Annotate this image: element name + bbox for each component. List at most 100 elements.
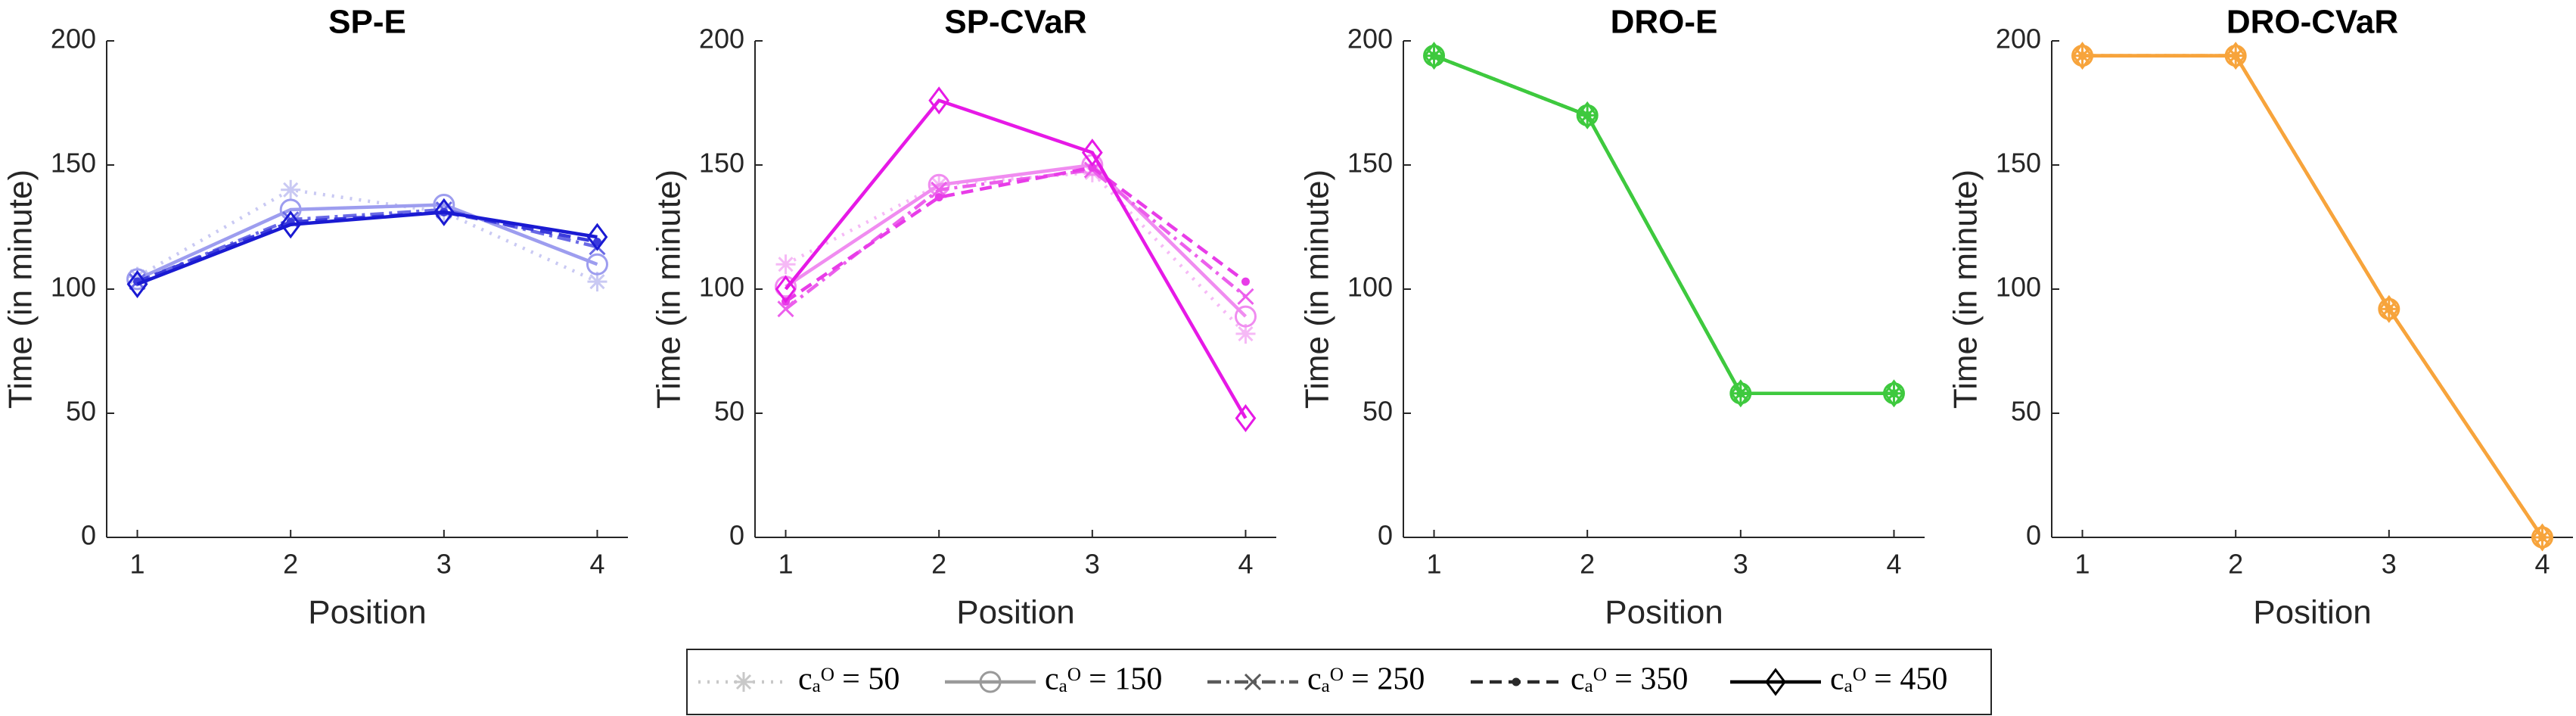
marker — [1081, 139, 1103, 167]
marker — [1082, 162, 1102, 182]
y-tick-label: 200 — [699, 23, 744, 54]
y-tick-label: 150 — [699, 148, 744, 179]
marker — [126, 269, 148, 298]
y-tick-label: 150 — [1347, 148, 1393, 179]
marker — [1235, 324, 1256, 344]
legend-marker — [1244, 673, 1262, 691]
series-line — [1433, 54, 1894, 396]
marker — [586, 253, 608, 276]
marker — [592, 238, 601, 247]
series-line — [136, 210, 598, 284]
marker — [587, 272, 607, 292]
x-tick-label: 2 — [1580, 549, 1595, 580]
chart-title: SP-CVaR — [944, 4, 1086, 41]
series-line — [1433, 54, 1894, 396]
legend-label: cₐᴼ = 50 — [798, 662, 900, 697]
y-axis-label: Time (in minute) — [1299, 170, 1336, 409]
series-line — [136, 207, 598, 284]
marker — [777, 300, 794, 318]
x-axis-label: Position — [1605, 594, 1723, 631]
marker — [281, 179, 301, 200]
y-tick-label: 0 — [729, 520, 744, 551]
series-line — [136, 203, 598, 281]
x-tick-label: 3 — [1733, 549, 1748, 580]
y-tick-label: 100 — [51, 272, 96, 303]
y-tick-label: 0 — [2026, 520, 2041, 551]
series-line — [784, 98, 1248, 419]
chart-title: DRO-CVaR — [2226, 4, 2398, 41]
marker — [1423, 42, 1445, 70]
x-axis-label: Position — [2253, 594, 2372, 631]
series-line — [1433, 54, 1894, 396]
x-tick-label: 4 — [1238, 549, 1253, 580]
x-tick-label: 4 — [2534, 549, 2550, 580]
marker — [1237, 288, 1254, 305]
series-line — [2082, 54, 2544, 539]
x-tick-label: 2 — [283, 549, 298, 580]
x-tick-label: 3 — [437, 549, 452, 580]
y-tick-label: 100 — [1347, 272, 1393, 303]
y-tick-label: 200 — [1996, 23, 2041, 54]
y-axis-label: Time (in minute) — [2, 170, 39, 409]
x-tick-label: 2 — [2228, 549, 2243, 580]
marker — [775, 275, 797, 304]
legend-marker — [734, 672, 754, 692]
marker — [2531, 523, 2553, 552]
y-tick-label: 50 — [1363, 396, 1393, 427]
marker — [1234, 305, 1257, 328]
series-line — [136, 210, 598, 286]
y-tick-label: 50 — [2011, 396, 2041, 427]
y-axis-label: Time (in minute) — [651, 170, 688, 409]
x-tick-label: 1 — [1427, 549, 1442, 580]
legend-label: cₐᴼ = 150 — [1045, 662, 1162, 697]
y-tick-label: 0 — [81, 520, 96, 551]
series-line — [2082, 54, 2544, 539]
legend-label: cₐᴼ = 450 — [1830, 662, 1947, 697]
legend-marker — [1512, 677, 1521, 686]
marker — [1235, 404, 1257, 433]
series-line — [2082, 54, 2544, 539]
y-tick-label: 50 — [714, 396, 744, 427]
marker — [2225, 42, 2247, 70]
marker — [127, 266, 148, 287]
marker — [1577, 101, 1599, 129]
y-tick-label: 150 — [51, 148, 96, 179]
x-axis-label: Position — [956, 594, 1075, 631]
marker — [2378, 294, 2400, 323]
y-tick-label: 150 — [1996, 148, 2041, 179]
marker — [2071, 42, 2093, 70]
series-line — [2082, 54, 2544, 539]
marker — [433, 198, 455, 226]
x-tick-label: 2 — [931, 549, 946, 580]
series-line — [785, 163, 1248, 318]
series-line — [785, 168, 1247, 311]
y-tick-label: 100 — [699, 272, 744, 303]
marker — [280, 210, 302, 239]
chart-title: DRO-E — [1611, 4, 1718, 41]
y-axis-label: Time (in minute) — [1947, 170, 1984, 409]
x-tick-label: 4 — [589, 549, 604, 580]
marker — [1241, 277, 1250, 286]
marker — [775, 254, 796, 275]
x-tick-label: 1 — [2075, 549, 2090, 580]
marker — [934, 193, 943, 202]
marker — [1729, 379, 1751, 408]
x-tick-label: 1 — [130, 549, 145, 580]
marker — [1883, 379, 1905, 408]
marker — [928, 86, 950, 115]
marker — [586, 223, 608, 251]
chart-title: SP-E — [328, 4, 406, 41]
x-tick-label: 3 — [2382, 549, 2397, 580]
x-tick-label: 4 — [1886, 549, 1901, 580]
y-tick-label: 200 — [1347, 23, 1393, 54]
series-line — [785, 165, 1247, 304]
legend-marker — [979, 671, 1002, 693]
x-axis-label: Position — [308, 594, 427, 631]
legend-marker — [1765, 668, 1786, 696]
series-line — [2082, 54, 2544, 539]
series-line — [1433, 54, 1894, 396]
x-tick-label: 3 — [1085, 549, 1100, 580]
y-tick-label: 100 — [1996, 272, 2041, 303]
legend-label: cₐᴼ = 350 — [1571, 662, 1688, 697]
